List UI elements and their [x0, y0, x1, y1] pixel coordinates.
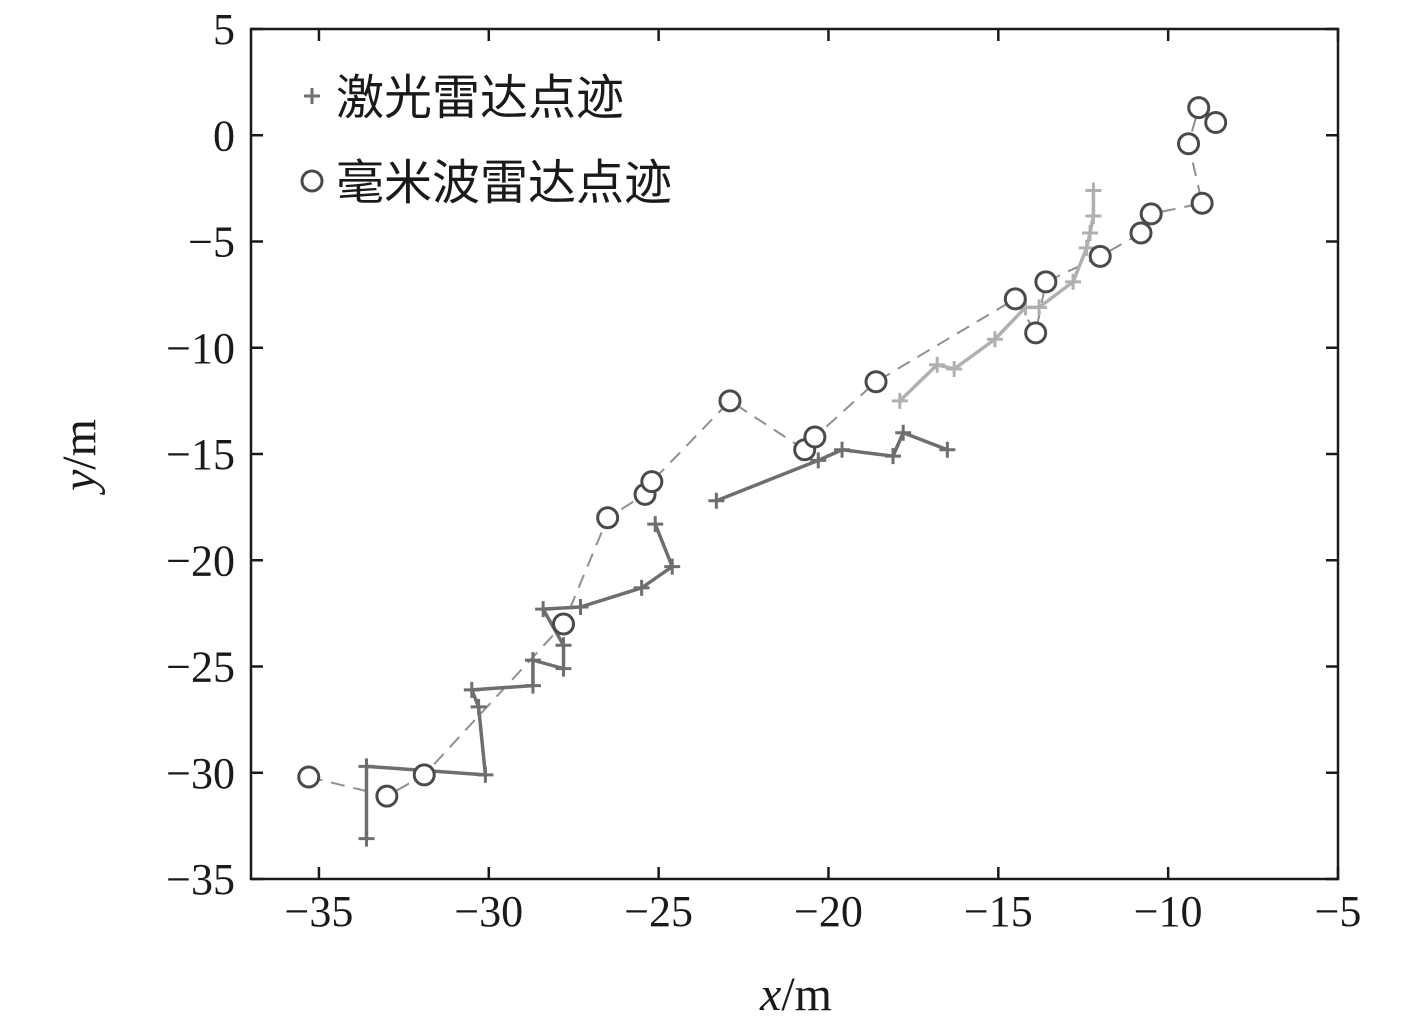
laser-point: [358, 758, 375, 775]
mmw-point: [1088, 244, 1112, 268]
laser-point: [664, 558, 681, 575]
y-tick-label: −5: [188, 218, 235, 267]
mmw-track-line: [308, 105, 1217, 798]
laser-point: [647, 516, 664, 533]
x-axis-label: x/m: [759, 968, 832, 1018]
mmw-point: [1129, 221, 1153, 245]
laser-point: [986, 331, 1003, 348]
mmw-point: [375, 784, 399, 808]
laser-point: [555, 637, 572, 654]
laser-point: [1031, 299, 1048, 316]
laser-point: [463, 681, 480, 698]
x-tick-label: −5: [1315, 887, 1362, 936]
laser-track-line: [364, 523, 674, 839]
mmw-point: [1024, 321, 1048, 345]
laser-point: [1085, 182, 1102, 199]
y-tick-label: 5: [213, 5, 235, 54]
y-tick-label: −30: [166, 749, 235, 798]
plot-frame: [249, 27, 1340, 881]
laser-point: [572, 599, 589, 615]
x-axis-label-var: x: [759, 968, 781, 1018]
mmw-point: [1187, 96, 1211, 120]
y-axis-label-unit: /m: [53, 419, 106, 470]
laser-point: [524, 677, 541, 694]
laser-point: [1065, 273, 1082, 290]
plot-series: [297, 96, 1228, 847]
x-axis-label-unit: /m: [781, 968, 832, 1018]
y-axis-label: y/m: [53, 419, 106, 496]
laser-point: [358, 830, 375, 847]
laser-point: [477, 766, 494, 783]
mmw-point: [864, 370, 888, 394]
laser-point: [524, 652, 541, 669]
x-tick-label: −35: [285, 887, 354, 936]
mmw-point: [718, 389, 742, 413]
y-tick-label: −35: [166, 855, 235, 904]
mmw-point: [803, 425, 827, 449]
laser-point: [929, 356, 946, 373]
mmw-point: [1034, 270, 1058, 294]
mmw-point: [1204, 111, 1228, 134]
mmw-point: [1003, 287, 1027, 311]
laser-point: [535, 601, 552, 618]
laser-point: [895, 424, 912, 441]
laser-point: [810, 452, 827, 469]
mmw-point: [596, 506, 620, 530]
mmw-point: [297, 765, 321, 789]
y-tick-label: −15: [166, 430, 235, 479]
laser-point: [885, 448, 902, 465]
legend-laser-marker: [304, 88, 320, 104]
mmw-point: [1177, 132, 1201, 156]
y-tick-label: 0: [213, 111, 235, 160]
legend-mmw-marker: [300, 169, 324, 193]
mmw-point: [412, 763, 436, 787]
laser-track-line: [715, 431, 948, 503]
laser-point: [555, 660, 572, 677]
laser-point: [939, 441, 956, 458]
laser-point: [1085, 208, 1102, 224]
laser-point: [708, 492, 725, 509]
x-tick-label: −15: [964, 887, 1033, 936]
mmw-point: [640, 470, 664, 494]
mmw-point: [1139, 202, 1163, 226]
laser-point: [633, 579, 650, 596]
x-tick-label: −30: [454, 887, 523, 936]
x-tick-label: −25: [624, 887, 693, 936]
x-tick-label: −10: [1134, 887, 1203, 936]
y-axis-label-var: y: [53, 469, 106, 496]
laser-track-line: [898, 190, 1096, 403]
mmw-point: [552, 612, 576, 636]
y-tick-label: −20: [166, 536, 235, 585]
y-tick-label: −25: [166, 643, 235, 692]
mmw-point: [1190, 191, 1214, 215]
laser-point: [1082, 225, 1099, 241]
legend-mmw-label: 毫米波雷达点迹: [336, 155, 672, 211]
legend-laser-label: 激光雷达点迹: [336, 70, 624, 126]
laser-point: [891, 392, 908, 409]
laser-point: [470, 698, 487, 715]
x-tick-label: −20: [794, 887, 863, 936]
y-tick-label: −10: [166, 324, 235, 373]
laser-point: [1078, 239, 1095, 256]
laser-point: [834, 441, 851, 458]
laser-point: [946, 361, 963, 377]
axis-tick-labels: −35 −30 −25 −20 −15 −10 −5 5 0 −5 −10 −15 −20 −25 −30 −…: [166, 5, 1361, 936]
